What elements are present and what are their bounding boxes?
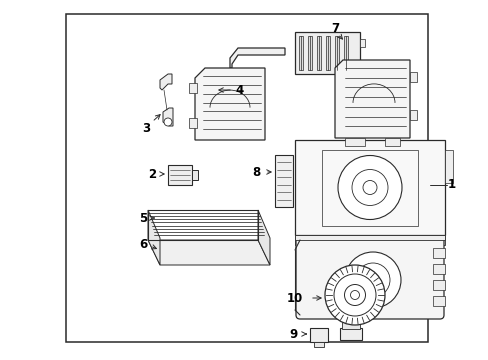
Bar (316, 36, 320, 70)
Bar (444, 149, 452, 183)
Circle shape (366, 274, 378, 286)
Bar (192, 170, 198, 180)
Bar (409, 72, 416, 82)
Bar (274, 155, 292, 207)
Bar (339, 328, 361, 340)
Circle shape (345, 252, 400, 308)
Polygon shape (163, 108, 173, 126)
Bar (321, 149, 417, 225)
Text: 5: 5 (139, 211, 147, 225)
Circle shape (350, 291, 359, 300)
Bar (432, 248, 444, 258)
Bar (168, 165, 192, 185)
Circle shape (163, 118, 172, 126)
Bar (294, 235, 325, 245)
Bar (345, 138, 364, 146)
Bar (359, 39, 364, 46)
Bar (309, 328, 327, 342)
Circle shape (325, 265, 384, 325)
Bar (334, 36, 338, 70)
Circle shape (355, 263, 389, 297)
Bar (294, 32, 359, 74)
Text: 4: 4 (235, 84, 244, 96)
Bar (409, 110, 416, 120)
Bar (294, 235, 444, 240)
Bar (432, 280, 444, 290)
Text: 1: 1 (447, 179, 455, 192)
Text: 9: 9 (289, 328, 298, 341)
Bar (189, 83, 197, 93)
Bar (298, 36, 303, 70)
Circle shape (362, 180, 376, 194)
Polygon shape (258, 210, 269, 265)
Bar (432, 264, 444, 274)
Bar (66, 14, 427, 342)
Bar (359, 59, 364, 68)
Bar (384, 138, 399, 146)
Text: 7: 7 (330, 22, 338, 35)
Bar (313, 342, 324, 347)
Circle shape (333, 274, 375, 316)
Circle shape (351, 170, 387, 206)
Text: 2: 2 (148, 167, 156, 180)
Polygon shape (334, 60, 409, 138)
Circle shape (344, 284, 365, 306)
Bar (189, 118, 197, 128)
Bar (343, 36, 347, 70)
Text: 8: 8 (251, 166, 260, 179)
Circle shape (337, 156, 401, 220)
Text: 6: 6 (139, 238, 147, 251)
Bar (307, 36, 311, 70)
Bar (414, 235, 444, 245)
Polygon shape (229, 48, 285, 68)
Polygon shape (148, 210, 160, 265)
Polygon shape (148, 240, 269, 265)
FancyBboxPatch shape (295, 236, 443, 319)
Bar (294, 140, 444, 235)
Bar (432, 296, 444, 306)
Polygon shape (160, 74, 172, 90)
Polygon shape (195, 68, 264, 140)
Text: 3: 3 (142, 122, 150, 135)
Text: 10: 10 (286, 292, 303, 305)
Bar (325, 36, 329, 70)
Bar (341, 322, 359, 329)
